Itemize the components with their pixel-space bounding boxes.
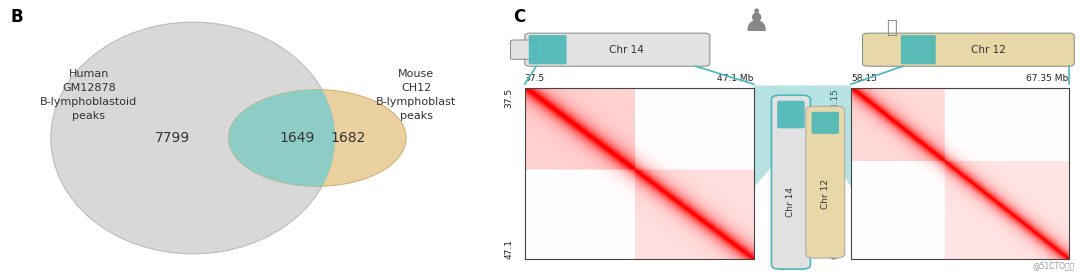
FancyBboxPatch shape <box>511 40 537 59</box>
Bar <box>530 246 544 257</box>
Text: Chr 14: Chr 14 <box>786 187 796 217</box>
FancyBboxPatch shape <box>901 35 935 64</box>
Text: Human
GM12878
B-lymphoblastoid
peaks: Human GM12878 B-lymphoblastoid peaks <box>40 69 137 121</box>
Text: Chr 12: Chr 12 <box>821 179 829 209</box>
Text: 47.1 Mb: 47.1 Mb <box>717 74 754 83</box>
Polygon shape <box>754 86 851 207</box>
Text: = 23: = 23 <box>876 247 897 256</box>
Text: 58.15: 58.15 <box>831 88 839 114</box>
Ellipse shape <box>51 22 335 254</box>
Text: 37.5: 37.5 <box>504 88 513 108</box>
Text: Chr 14: Chr 14 <box>608 45 644 55</box>
Ellipse shape <box>229 90 406 186</box>
Text: ♟: ♟ <box>743 8 770 37</box>
FancyBboxPatch shape <box>529 35 567 64</box>
FancyBboxPatch shape <box>778 101 805 128</box>
Text: Mouse
CH12
B-lymphoblast
peaks: Mouse CH12 B-lymphoblast peaks <box>376 69 457 121</box>
Text: C: C <box>513 8 526 26</box>
FancyBboxPatch shape <box>811 112 839 134</box>
Text: 58.15: 58.15 <box>851 74 877 83</box>
Bar <box>856 246 870 257</box>
Text: 7799: 7799 <box>154 131 190 145</box>
Text: 67.35: 67.35 <box>831 233 839 259</box>
Text: 37.5: 37.5 <box>525 74 545 83</box>
FancyBboxPatch shape <box>806 106 845 258</box>
Text: B: B <box>10 8 23 26</box>
Text: 67.35 Mb: 67.35 Mb <box>1026 74 1068 83</box>
Text: 47.1: 47.1 <box>504 240 513 259</box>
Text: 1682: 1682 <box>330 131 365 145</box>
FancyBboxPatch shape <box>771 95 810 269</box>
Polygon shape <box>229 90 335 186</box>
Text: @51CTO博客: @51CTO博客 <box>1032 261 1075 270</box>
FancyBboxPatch shape <box>525 33 710 66</box>
Text: = 309: = 309 <box>550 247 578 256</box>
Text: 1649: 1649 <box>280 131 314 145</box>
Text: 🐀: 🐀 <box>886 19 896 37</box>
Text: Chr 12: Chr 12 <box>971 45 1005 55</box>
FancyBboxPatch shape <box>863 33 1075 66</box>
